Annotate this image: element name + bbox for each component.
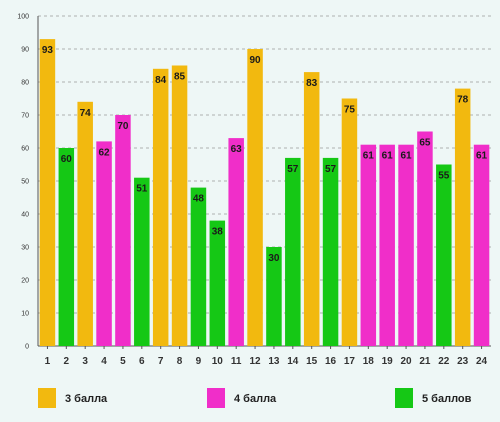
x-tick-label: 15 [306,356,318,367]
data-label: 60 [61,154,73,165]
bar [115,115,131,346]
bar [190,187,207,346]
y-tick-label: 70 [21,113,29,120]
data-label: 57 [325,164,337,175]
bar [171,65,188,346]
data-label: 38 [212,227,224,238]
bar [454,88,471,346]
bar [473,144,490,346]
x-tick-label: 13 [268,356,280,367]
data-label: 83 [306,78,318,89]
data-label: 51 [136,184,148,195]
x-tick-label: 7 [158,356,164,367]
bar [436,164,452,346]
x-tick-label: 12 [250,356,262,367]
bar [417,131,433,346]
y-tick-label: 0 [25,344,29,351]
x-tick-label: 20 [401,356,413,367]
y-tick-label: 80 [21,80,29,87]
bar [266,247,282,346]
y-tick-label: 50 [21,179,29,186]
data-label: 48 [193,194,205,205]
bar [39,39,56,346]
x-tick-label: 8 [177,356,183,367]
bar [96,141,112,346]
bar [322,157,339,346]
legend-label: 4 балла [234,393,277,405]
data-label: 65 [419,138,431,149]
bar [228,138,244,346]
data-label: 61 [476,151,488,162]
data-label: 84 [155,75,167,86]
bar [152,68,169,347]
x-tick-label: 16 [325,356,337,367]
legend-swatch [207,388,225,408]
x-tick-label: 6 [139,356,145,367]
data-label: 61 [382,151,394,162]
x-tick-label: 1 [45,356,51,367]
x-tick-label: 3 [82,356,88,367]
bar [341,98,358,346]
x-tick-label: 17 [344,356,356,367]
data-label: 78 [457,95,469,106]
data-label: 75 [344,105,356,116]
x-tick-label: 4 [101,356,107,367]
x-tick-label: 2 [64,356,70,367]
x-tick-label: 24 [476,356,488,367]
x-tick-label: 18 [363,356,375,367]
data-label: 61 [363,151,375,162]
data-label: 61 [401,151,413,162]
legend-label: 5 баллов [422,393,472,405]
legend-swatch [395,388,413,408]
y-tick-label: 60 [21,146,29,153]
bar [209,220,226,346]
x-tick-label: 23 [457,356,469,367]
data-label: 85 [174,72,186,83]
data-label: 62 [99,147,111,158]
y-tick-label: 100 [17,14,29,21]
x-tick-label: 14 [287,356,299,367]
bar [398,144,414,346]
data-label: 63 [231,144,243,155]
data-label: 57 [287,164,299,175]
x-tick-label: 19 [382,356,394,367]
y-tick-label: 20 [21,278,29,285]
legend-swatch [38,388,56,408]
y-tick-label: 90 [21,47,29,54]
data-label: 74 [80,108,92,119]
legend-label: 3 балла [65,393,108,405]
data-label: 90 [250,55,262,66]
y-tick-label: 40 [21,212,29,219]
x-tick-label: 10 [212,356,224,367]
x-tick-label: 21 [419,356,431,367]
bar [360,144,377,346]
data-label: 93 [42,45,54,56]
x-tick-label: 9 [196,356,202,367]
data-label: 55 [438,171,450,182]
bar [379,144,395,346]
bar [247,49,263,346]
bar [58,148,75,346]
data-label: 70 [117,121,129,132]
bar [285,157,301,346]
x-tick-label: 22 [438,356,450,367]
data-label: 30 [268,253,280,264]
y-tick-label: 10 [21,311,29,318]
y-tick-label: 30 [21,245,29,252]
bar [303,72,320,346]
x-tick-label: 11 [231,356,242,367]
x-tick-label: 5 [120,356,126,367]
bar [134,177,150,346]
bar [77,101,93,346]
